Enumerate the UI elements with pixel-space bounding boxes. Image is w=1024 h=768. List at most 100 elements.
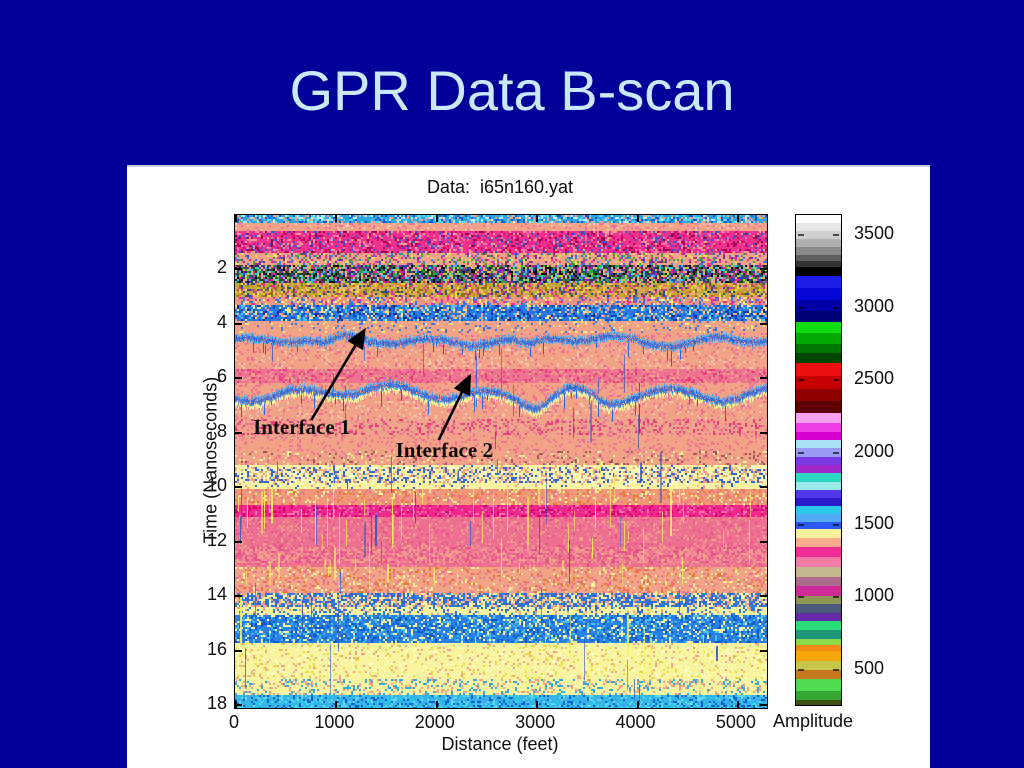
colorbar-tick bbox=[833, 524, 839, 527]
axis-tick bbox=[235, 322, 242, 325]
colorbar-stripe bbox=[796, 215, 841, 223]
axis-tick bbox=[760, 704, 767, 707]
colorbar-stripe bbox=[796, 465, 841, 474]
colorbar-tick bbox=[833, 596, 839, 599]
colorbar-stripe bbox=[796, 254, 841, 262]
axis-tick bbox=[435, 701, 438, 708]
colorbar-title: Amplitude bbox=[773, 711, 854, 731]
x-axis-label: Distance (feet) bbox=[441, 734, 559, 754]
y-axis-label: Time (Nanoseconds) bbox=[200, 376, 221, 544]
axis-tick bbox=[235, 431, 242, 434]
colorbar-tick-label: 2000 bbox=[854, 441, 895, 462]
x-tick-label: 5000 bbox=[715, 712, 756, 732]
colorbar-tick bbox=[833, 452, 839, 455]
axis-tick bbox=[536, 215, 539, 222]
axis-tick bbox=[235, 595, 242, 598]
colorbar-stripe bbox=[796, 310, 841, 322]
y-tick-label: 4 bbox=[216, 311, 227, 332]
colorbar-stripe bbox=[796, 630, 841, 640]
colorbar-stripe bbox=[796, 246, 841, 255]
colorbar-stripe bbox=[796, 422, 841, 432]
annotation-interface-2: Interface 2 bbox=[395, 438, 493, 463]
colorbar-stripe bbox=[796, 639, 841, 646]
axis-tick bbox=[636, 215, 639, 222]
y-tick-label: 14 bbox=[206, 584, 227, 605]
colorbar-stripe bbox=[796, 473, 841, 483]
colorbar-stripe bbox=[796, 557, 841, 568]
colorbar-tick bbox=[833, 379, 839, 382]
axis-tick bbox=[335, 215, 338, 222]
axis-tick bbox=[235, 701, 237, 708]
colorbar-stripe bbox=[796, 661, 841, 670]
colorbar-stripe bbox=[796, 457, 841, 466]
colorbar-stripe bbox=[796, 238, 841, 247]
colorbar-stripe bbox=[796, 690, 841, 700]
colorbar-stripe bbox=[796, 699, 841, 705]
axis-tick bbox=[235, 215, 237, 222]
y-tick-label: 10 bbox=[206, 475, 227, 496]
axis-tick bbox=[760, 540, 767, 543]
colorbar-stripe bbox=[796, 343, 841, 354]
colorbar-stripe bbox=[796, 645, 841, 652]
axis-tick bbox=[760, 595, 767, 598]
colorbar-stripe bbox=[796, 678, 841, 691]
colorbar-tick-label: 3000 bbox=[854, 296, 895, 317]
x-tick-label: 1000 bbox=[314, 712, 355, 732]
colorbar-tick bbox=[833, 669, 839, 672]
colorbar-tick bbox=[798, 234, 804, 237]
bscan-heatmap-canvas bbox=[235, 215, 767, 708]
colorbar-stripe bbox=[796, 482, 841, 490]
colorbar-stripe bbox=[796, 431, 841, 440]
colorbar-stripe bbox=[796, 595, 841, 604]
axis-tick bbox=[636, 701, 639, 708]
colorbar-stripe bbox=[796, 412, 841, 423]
colorbar-stripe bbox=[796, 513, 841, 522]
colorbar-tick bbox=[798, 452, 804, 455]
slide-title: GPR Data B-scan bbox=[289, 59, 735, 122]
axis-tick bbox=[760, 268, 767, 271]
colorbar-stripe bbox=[796, 439, 841, 449]
colorbar-stripe bbox=[796, 276, 841, 289]
axis-tick bbox=[235, 704, 242, 707]
y-tick-label: 18 bbox=[206, 693, 227, 714]
colorbar-tick-label: 3500 bbox=[854, 223, 895, 244]
plot-panel: Data: i65n160.yat Time (Nanoseconds) Int… bbox=[127, 165, 930, 768]
colorbar-stripe bbox=[796, 538, 841, 548]
axis-tick bbox=[736, 701, 739, 708]
colorbar-tick-label: 1000 bbox=[854, 585, 895, 606]
axis-tick bbox=[435, 215, 438, 222]
colorbar-stripe bbox=[796, 651, 841, 662]
colorbar-tick bbox=[798, 524, 804, 527]
axis-tick bbox=[760, 377, 767, 380]
axis-tick bbox=[760, 649, 767, 652]
colorbar-stripe bbox=[796, 261, 841, 268]
colorbar-stripe bbox=[796, 669, 841, 679]
axis-tick bbox=[536, 701, 539, 708]
bscan-plot-area: Interface 1 Interface 2 bbox=[234, 214, 768, 709]
colorbar-stripe bbox=[796, 376, 841, 390]
y-tick-label: 16 bbox=[206, 638, 227, 659]
x-tick-label: 2000 bbox=[414, 712, 455, 732]
colorbar-stripe bbox=[796, 489, 841, 498]
y-tick-label: 8 bbox=[216, 420, 227, 441]
axis-tick bbox=[235, 268, 242, 271]
colorbar-stripe bbox=[796, 612, 841, 622]
colorbar-stripe bbox=[796, 288, 841, 301]
colorbar-stripe bbox=[796, 567, 841, 577]
y-tick-label: 12 bbox=[206, 529, 227, 550]
colorbar-tick bbox=[833, 307, 839, 310]
colorbar-tick bbox=[798, 596, 804, 599]
colorbar-tick bbox=[798, 379, 804, 382]
colorbar-stripe bbox=[796, 521, 841, 530]
axis-tick bbox=[235, 649, 242, 652]
colorbar-tick bbox=[833, 234, 839, 237]
colorbar-stripe bbox=[796, 300, 841, 311]
y-tick-label: 6 bbox=[216, 366, 227, 387]
axis-tick bbox=[760, 486, 767, 489]
colorbar-stripe bbox=[796, 529, 841, 539]
colorbar-stripe bbox=[796, 448, 841, 458]
colorbar-stripe bbox=[796, 497, 841, 506]
x-tick-label: 0 bbox=[228, 712, 239, 732]
colorbar-tick-label: 1500 bbox=[854, 513, 895, 534]
